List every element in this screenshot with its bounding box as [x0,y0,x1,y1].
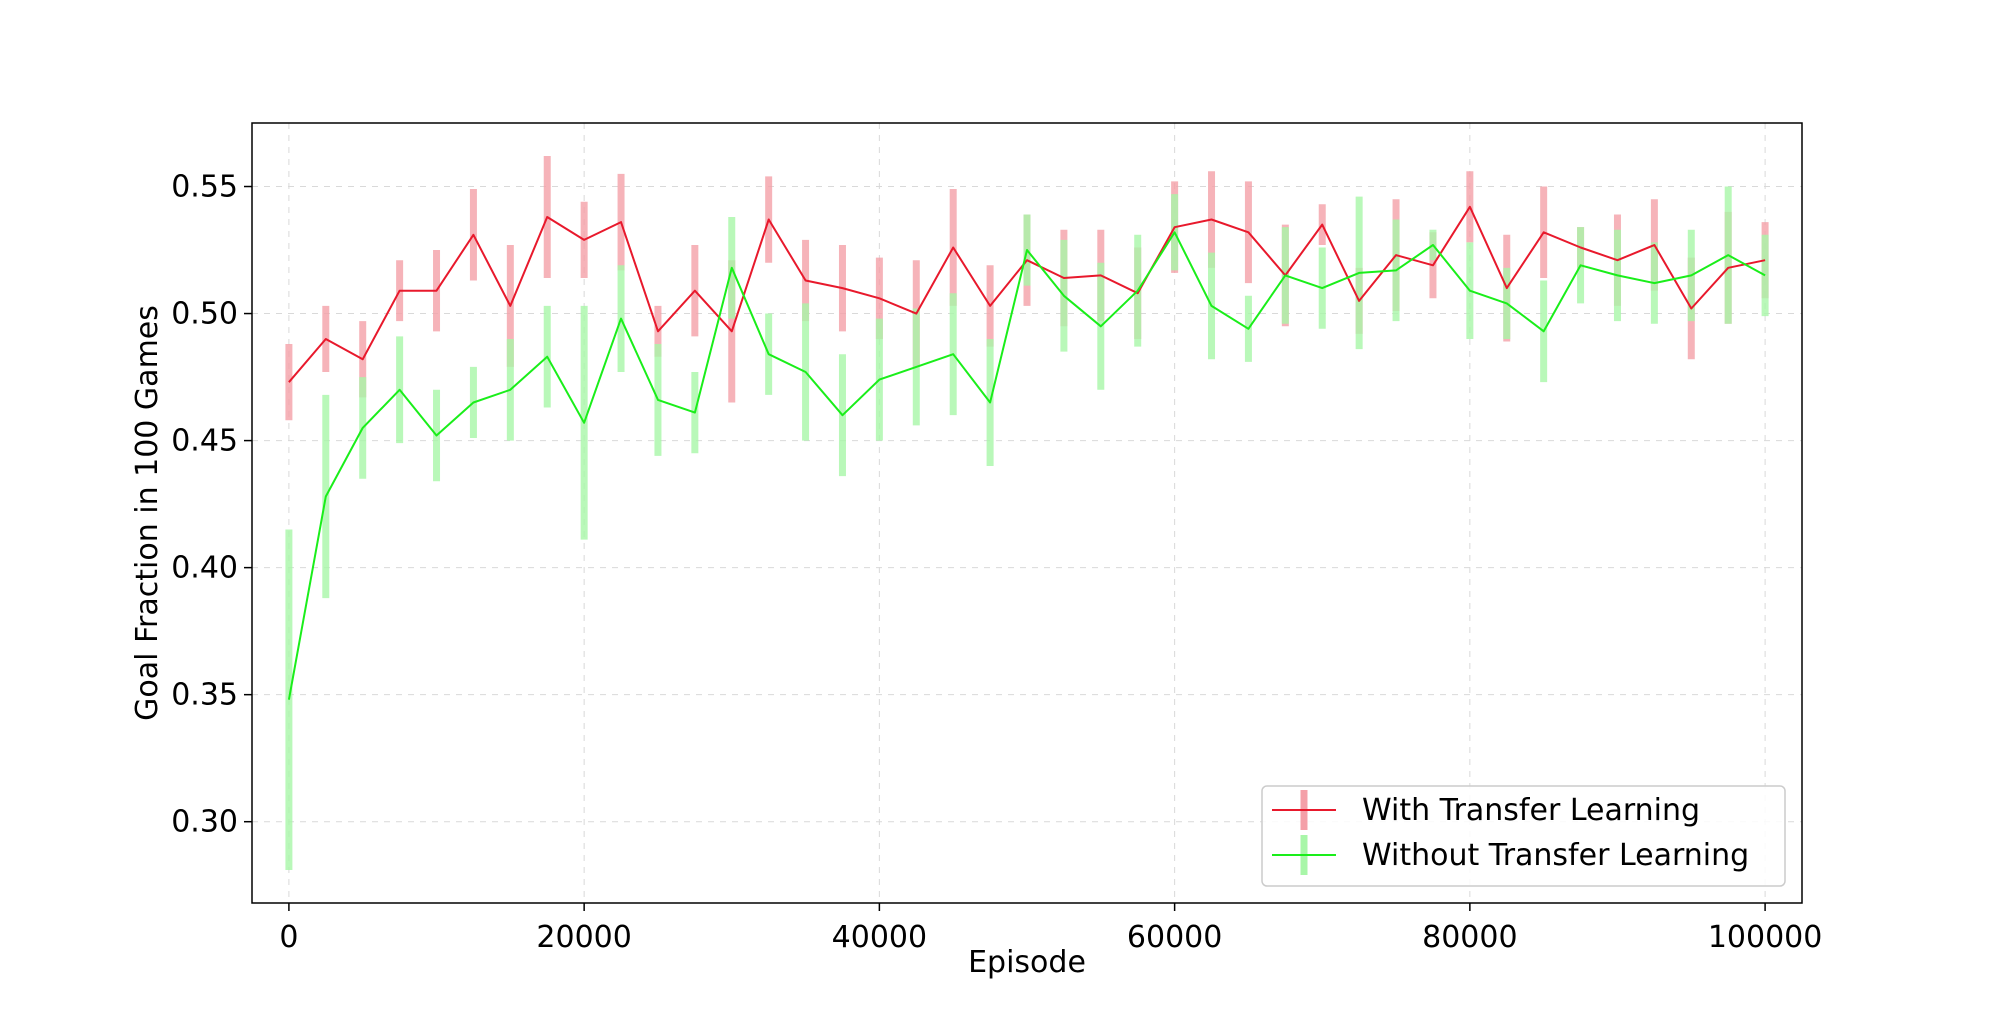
legend-label: With Transfer Learning [1362,793,1700,828]
x-tick-label: 20000 [536,920,631,955]
x-tick-label: 0 [279,920,298,955]
y-tick-label: 0.50 [171,297,238,332]
y-tick-label: 0.45 [171,424,238,459]
y-tick-label: 0.35 [171,678,238,713]
legend-label: Without Transfer Learning [1362,838,1749,873]
series-line [287,231,1766,700]
series-line [288,205,1766,383]
y-tick-label: 0.55 [171,170,238,205]
y-axis-label: Goal Fraction in 100 Games [130,305,165,721]
axis-ticks: 0 20000 40000 60000 80000 100000 0.30 0.35 0.40 0… [171,170,1822,955]
plot-frame [251,122,1803,904]
y-tick-label: 0.30 [171,805,238,840]
x-tick-label: 60000 [1127,920,1222,955]
y-tick-label: 0.40 [171,551,238,586]
x-tick-label: 40000 [832,920,927,955]
x-tick-label: 80000 [1422,920,1517,955]
x-tick-label: 100000 [1708,920,1823,955]
x-axis-label: Episode [968,945,1086,980]
series-lines [287,205,1766,700]
legend-items: With Transfer Learning Without Transfer L… [1272,790,1749,875]
legend-box [1261,785,1786,887]
legend: With Transfer Learning Without Transfer L… [1261,785,1786,887]
